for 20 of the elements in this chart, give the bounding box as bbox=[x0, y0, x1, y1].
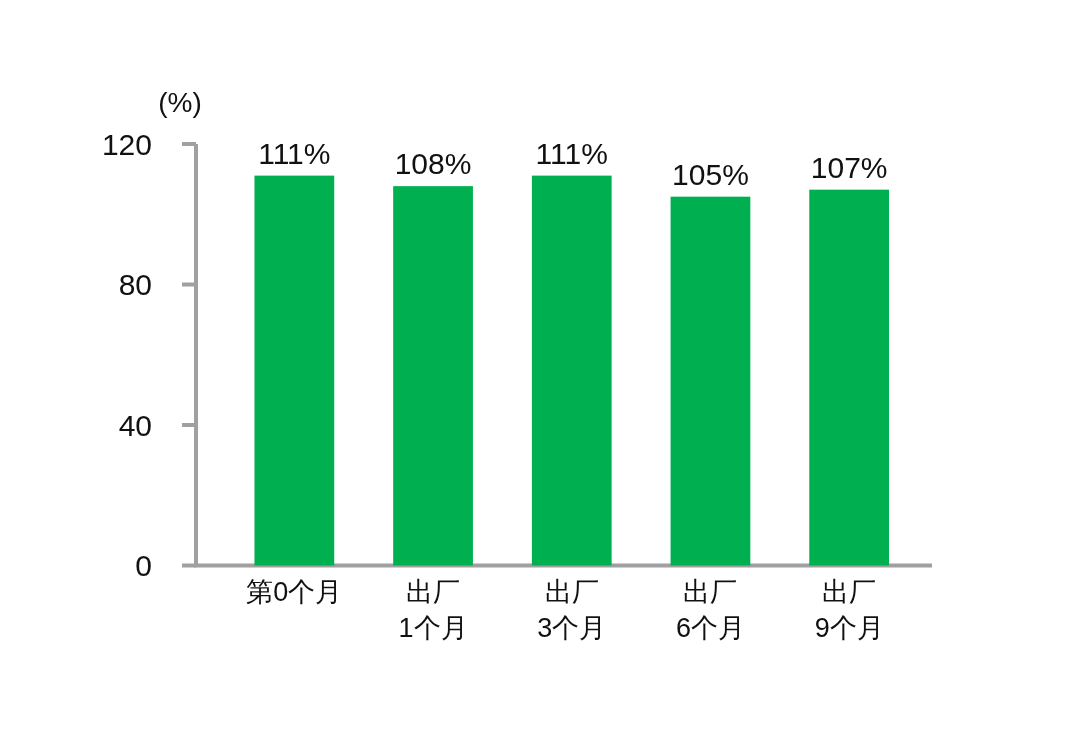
bar bbox=[531, 175, 612, 566]
y-tick-label: 0 bbox=[135, 549, 152, 582]
y-tick-label: 40 bbox=[118, 408, 152, 442]
x-tick-label: 出厂 1个月 bbox=[398, 577, 468, 643]
y-tick-label: 80 bbox=[118, 268, 152, 301]
y-tick-label: 120 bbox=[101, 127, 152, 161]
bar bbox=[254, 175, 335, 566]
bar bbox=[809, 189, 890, 566]
data-label: 111% bbox=[535, 136, 608, 170]
x-tick-label: 出厂 9个月 bbox=[814, 577, 884, 643]
bar bbox=[393, 186, 473, 566]
x-tick-label: 出厂 3个月 bbox=[537, 577, 607, 643]
data-label: 105% bbox=[672, 157, 749, 191]
data-label: 108% bbox=[394, 147, 472, 181]
bar bbox=[670, 196, 751, 566]
x-tick-label: 出厂 6个月 bbox=[675, 577, 745, 643]
y-axis-title: (%) bbox=[158, 87, 202, 118]
data-label: 111% bbox=[258, 136, 331, 170]
data-label: 107% bbox=[810, 150, 888, 184]
x-tick-label: 第0个月 bbox=[246, 577, 343, 607]
